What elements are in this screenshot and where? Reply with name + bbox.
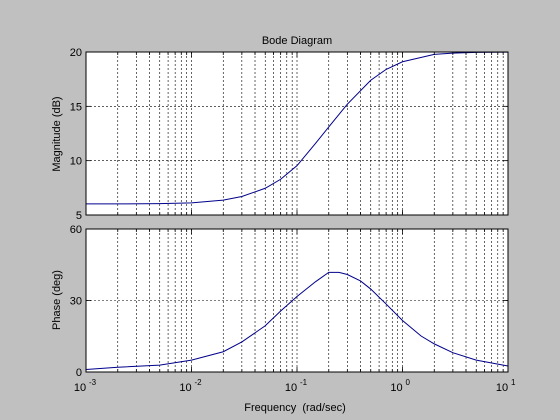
frequency-x-ticks: 10 -3 10 -2 10 -1 10 0 10 1	[74, 378, 516, 394]
magnitude-y-tick-label: 10	[70, 156, 82, 168]
phase-y-tick-label: 60	[70, 224, 82, 236]
x-tick-label-exponent: 1	[511, 378, 516, 387]
phase-y-tick-label: 30	[70, 296, 82, 308]
x-tick-label: 10	[74, 382, 86, 394]
magnitude-y-tick-label: 5	[76, 210, 82, 222]
phase-axes-frame	[85, 228, 509, 373]
x-axis-label: Frequency (rad/sec)	[244, 402, 345, 414]
x-tick-label: 10	[390, 382, 402, 394]
magnitude-axes-frame	[85, 51, 509, 216]
phase-frame	[85, 228, 509, 373]
magnitude-frame	[85, 51, 509, 216]
x-tick-label: 10	[179, 382, 191, 394]
x-tick-label-exponent: 0	[406, 378, 411, 387]
x-tick-label: 10	[285, 382, 297, 394]
phase-y-tick-label: 0	[76, 367, 82, 379]
magnitude-y-tick-label: 15	[70, 101, 82, 113]
magnitude-y-ticks: 5 10 15 20	[70, 47, 82, 222]
phase-y-axis-label: Phase (deg)	[51, 270, 63, 330]
phase-series	[85, 271, 509, 371]
x-tick-label: 10	[496, 382, 508, 394]
magnitude-y-tick-label: 20	[70, 47, 82, 59]
magnitude-y-axis-label: Magnitude (dB)	[51, 96, 63, 171]
phase-series-line	[85, 271, 509, 371]
phase-y-ticks: 0 30 60	[70, 224, 82, 379]
x-tick-label-exponent: -2	[195, 378, 203, 387]
phase-axes-background	[86, 229, 508, 372]
magnitude-grid	[86, 52, 508, 215]
chart-title: Bode Diagram	[262, 35, 332, 47]
x-tick-label-exponent: -1	[300, 378, 308, 387]
x-tick-label-exponent: -3	[89, 378, 97, 387]
magnitude-plot: 5 10 15 20 Bode Diagram Magnitude (dB)	[51, 35, 509, 222]
